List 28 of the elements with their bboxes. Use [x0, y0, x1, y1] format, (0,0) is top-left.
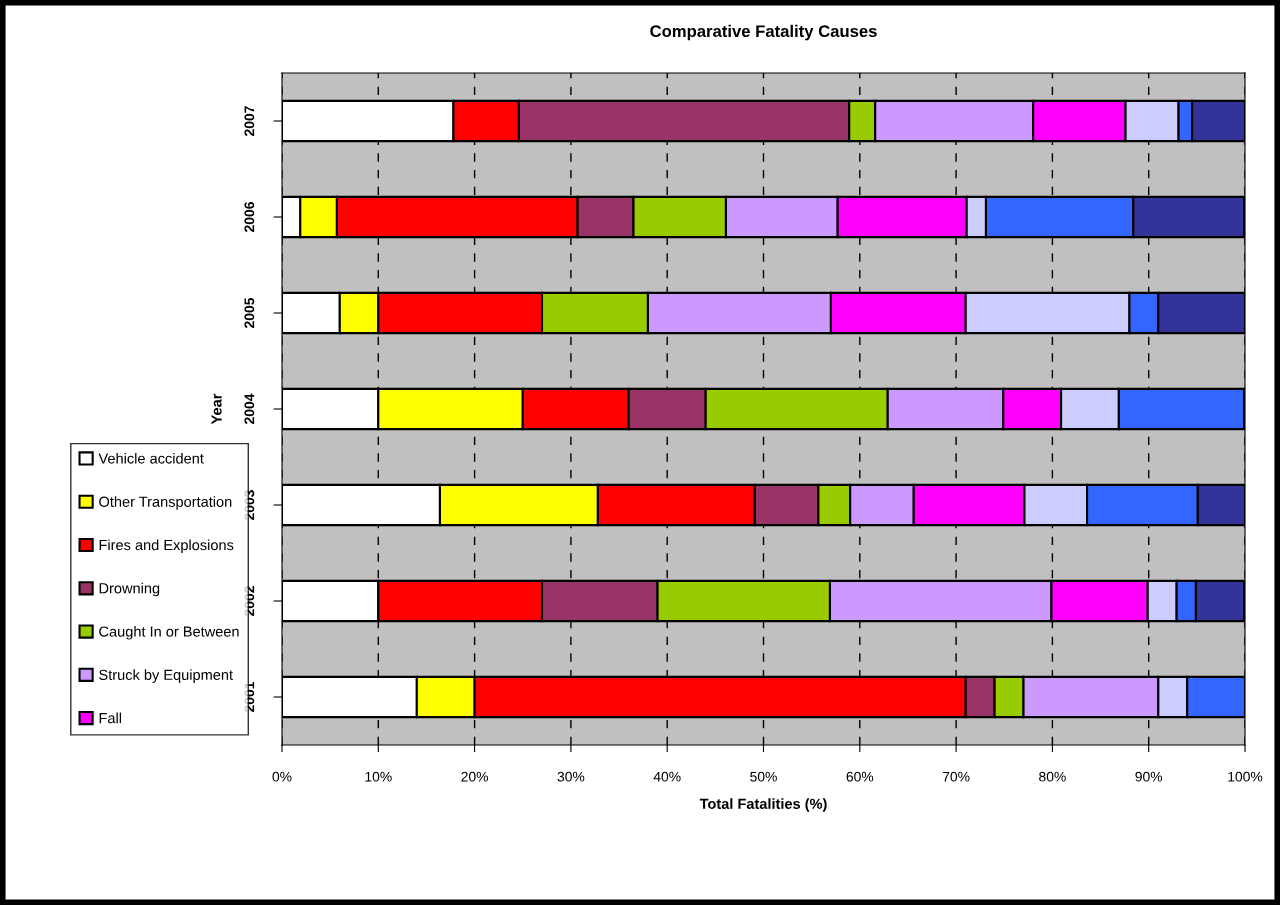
y-tick-label: 2004 — [244, 393, 255, 424]
chart-title: Comparative Fatality Causes — [650, 24, 877, 41]
x-tick-label: 70% — [942, 771, 970, 782]
x-tick-label: 60% — [846, 771, 874, 782]
x-tick-label: 30% — [557, 771, 585, 782]
y-tick-label: 2001 — [244, 681, 255, 712]
legend-label: Fires and Explosions — [99, 539, 234, 554]
x-tick-label: 10% — [365, 771, 392, 782]
legend-label: Vehicle accident — [98, 452, 204, 464]
legend-label: Other Transportation — [99, 496, 232, 510]
x-axis-title: Total Fatalities (%) — [699, 798, 827, 812]
x-tick-label: 40% — [653, 771, 681, 782]
legend-label: Caught In or Between — [99, 626, 239, 640]
y-tick-label: 2003 — [244, 490, 255, 520]
y-tick-label: 2005 — [244, 297, 255, 328]
y-axis-title: Year — [211, 393, 222, 425]
y-tick-label: 2002 — [244, 586, 255, 616]
x-tick-label: 50% — [750, 771, 777, 782]
legend-label: Struck by Equipment — [99, 669, 233, 683]
x-tick-label: 80% — [1039, 771, 1066, 782]
x-tick-label: 100% — [1228, 771, 1263, 782]
x-tick-label: 90% — [1135, 771, 1163, 782]
y-tick-label: 2006 — [244, 202, 255, 232]
x-tick-label: 0% — [272, 771, 292, 782]
legend-label: Drowning — [99, 582, 160, 597]
x-tick-label: 20% — [461, 771, 489, 782]
y-tick-label: 2007 — [244, 106, 255, 136]
legend-label: Fall — [99, 712, 122, 724]
